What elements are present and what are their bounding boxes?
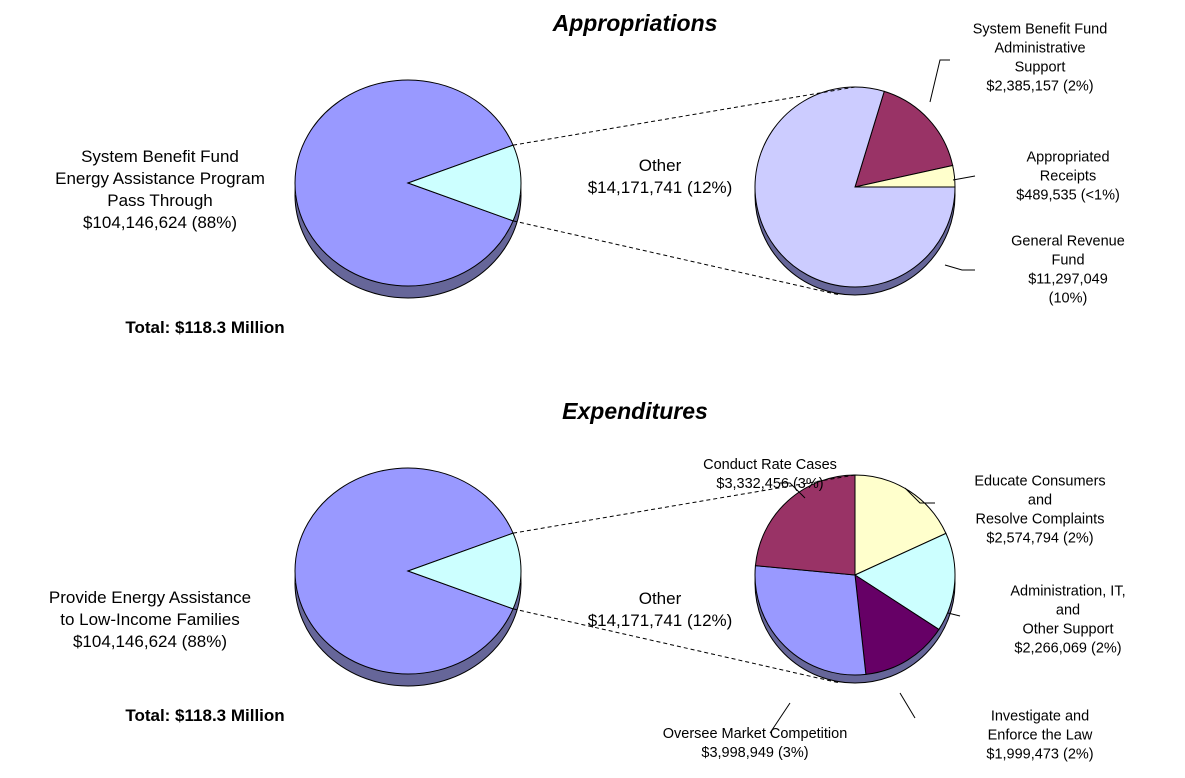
slice-name: Educate Consumers and Resolve Complaints [974,473,1106,527]
leader-line [904,487,935,504]
chart-title: Appropriations [552,10,718,36]
pie-slice [854,574,940,675]
slice-name: Provide Energy Assistance to Low-Income … [48,587,252,629]
pie-slice [754,565,867,676]
slice-value: $14,171,741 (12%) [587,178,733,197]
leader-line [929,59,950,103]
total-label: Total: $118.3 Million [125,706,285,725]
slice-name: Other [638,588,682,608]
slice-name: Investigate and Enforce the Law [987,708,1093,744]
slice-label: System Benefit Fund Energy Assistance Pr… [55,146,265,234]
slice-name: System Benefit Fund Administrative Suppo… [972,21,1108,75]
slice-label: Other $14,171,741 (12%) [588,588,733,632]
slice-value: $2,385,157 (2%) [986,77,1094,94]
slice-name: Appropriated Receipts [1026,149,1110,185]
slice-label: Administration, IT, and Other Support $2,… [1010,582,1127,657]
pie-slice [294,79,514,287]
leader-line [952,175,976,181]
slice-name: Administration, IT, and Other Support [1010,583,1126,637]
slice-name: Conduct Rate Cases [703,457,837,474]
slice-value: $1,999,473 (2%) [986,746,1094,763]
connector [513,474,856,534]
slice-value: $14,171,741 (12%) [587,611,733,630]
pie-slice [854,90,954,188]
leader-line [944,264,975,271]
slice-label: Oversee Market Competition $3,998,949 (3%… [663,725,848,763]
chart-title: Expenditures [562,398,708,424]
slice-name: Other [638,155,682,175]
slice-value: $2,266,069 (2%) [1014,639,1122,656]
slice-name: Oversee Market Competition [662,726,848,743]
pie-slice [854,474,947,576]
slice-value: $489,535 (<1%) [1016,187,1120,204]
connector [513,86,856,146]
slice-value: $104,146,624 (88%) [82,213,238,233]
leader-line [899,692,916,719]
slice-label: Conduct Rate Cases $3,332,456 (3%) [703,456,837,494]
slice-label: Other $14,171,741 (12%) [588,155,733,199]
leader-line [769,702,791,734]
slice-value: $2,574,794 (2%) [986,529,1094,546]
slice-name: General Revenue Fund [1011,233,1125,269]
pie-slice [406,144,522,222]
slice-label: General Revenue Fund $11,297,049 (10%) [1010,232,1127,307]
slice-label: Investigate and Enforce the Law $1,999,47… [968,708,1113,765]
slice-name: System Benefit Fund Energy Assistance Pr… [55,146,265,210]
slice-value: $11,297,049 (10%) [1028,271,1108,306]
leader-line [780,482,806,499]
slice-label: Provide Energy Assistance to Low-Income … [49,587,251,653]
slice-label: System Benefit Fund Administrative Suppo… [968,20,1113,95]
pie-slice [754,474,856,576]
slice-value: $3,332,456 (3%) [716,476,824,492]
pie-slice [754,86,956,288]
slice-label: Appropriated Receipts $489,535 (<1%) [1010,149,1127,206]
leader-line [947,612,961,617]
pie-slice [406,532,522,610]
pie-slice [294,467,514,675]
total-label: Total: $118.3 Million [125,318,285,337]
pie-slice [853,532,956,631]
slice-label: Educate Consumers and Resolve Complaints… [968,472,1113,547]
slice-value: $3,998,949 (3%) [701,745,809,761]
slice-value: $104,146,624 (88%) [72,632,228,652]
